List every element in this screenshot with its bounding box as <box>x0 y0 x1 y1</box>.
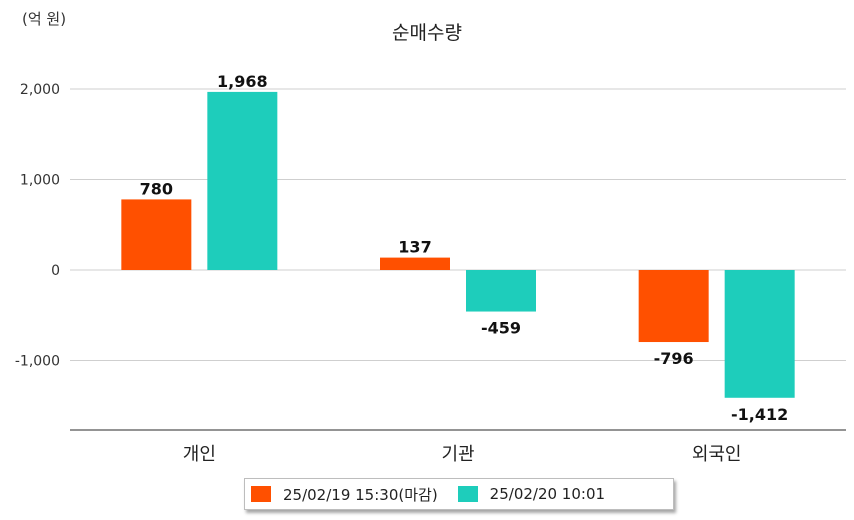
legend-swatch-series-1 <box>251 486 271 502</box>
data-label: -796 <box>654 349 694 368</box>
legend-swatch-series-2 <box>457 486 478 502</box>
bar <box>466 270 536 312</box>
y-tick-label: 1,000 <box>20 173 60 189</box>
y-tick-label: 0 <box>51 263 60 279</box>
legend-label-series-2: 25/02/20 10:01 <box>489 485 606 503</box>
unit-label: (억 원) <box>22 10 67 28</box>
data-label: -1,412 <box>731 405 788 424</box>
bar <box>724 270 795 398</box>
bar <box>380 257 450 270</box>
x-tick-label: 외국인 <box>692 444 742 465</box>
data-label: -459 <box>481 319 521 338</box>
data-label: 137 <box>398 238 431 257</box>
bar <box>207 91 278 271</box>
legend-label-series-1: 25/02/19 15:30(마감) <box>283 485 438 504</box>
data-label: 780 <box>140 179 173 198</box>
legend: 25/02/19 15:30(마감) 25/02/20 10:01 <box>244 478 674 510</box>
y-tick-label: 2,000 <box>20 82 60 98</box>
legend-item-series-2[interactable]: 25/02/20 10:01 <box>457 485 606 503</box>
y-tick-label: -1,000 <box>15 354 60 370</box>
bar <box>121 199 192 270</box>
x-tick-label: 개인 <box>183 444 216 465</box>
legend-item-series-1[interactable]: 25/02/19 15:30(마감) <box>251 484 438 505</box>
bar <box>638 270 709 343</box>
chart-title: 순매수량 <box>392 22 462 44</box>
data-label: 1,968 <box>217 72 268 91</box>
x-tick-label: 기관 <box>441 444 474 465</box>
